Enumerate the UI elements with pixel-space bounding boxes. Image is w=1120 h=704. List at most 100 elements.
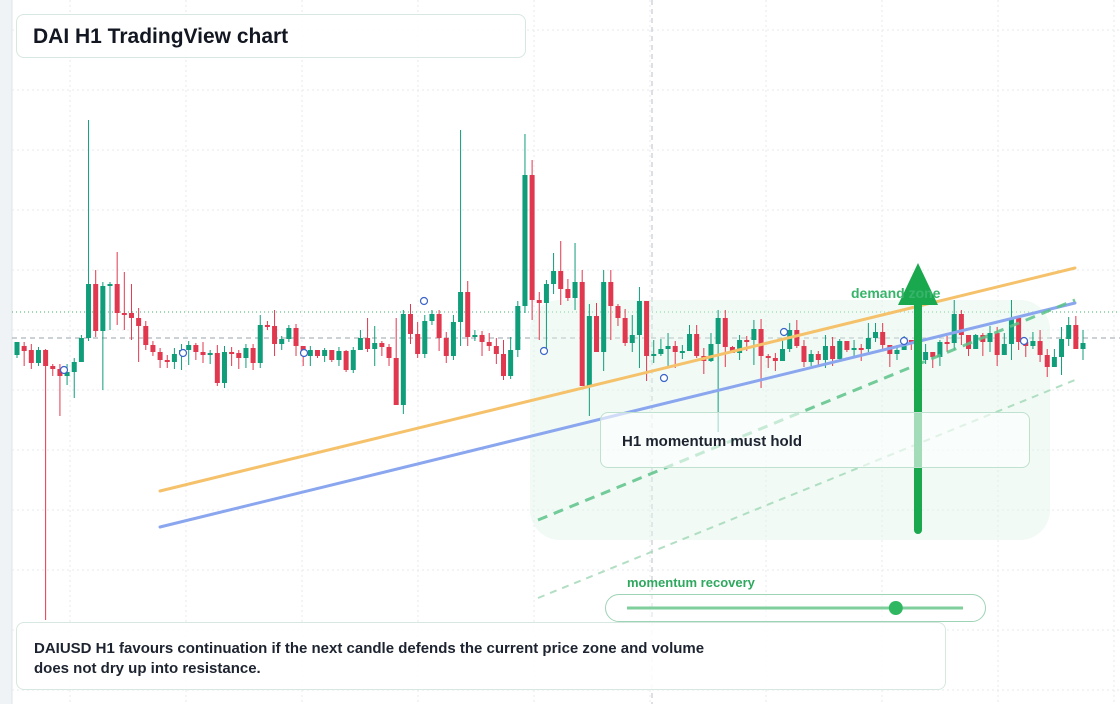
candle-body	[415, 334, 421, 354]
candle-body	[1037, 341, 1043, 355]
analysis-caption: DAIUSD H1 favours continuation if the ne…	[34, 640, 705, 677]
momentum-note: H1 momentum must hold	[622, 433, 803, 450]
candle-body	[372, 343, 378, 349]
candle-body	[1066, 325, 1072, 339]
fast-moving-average-line	[158, 266, 1077, 493]
candle-body	[687, 334, 693, 351]
candle-body	[830, 346, 836, 359]
candle-body	[257, 325, 263, 363]
candle-body	[930, 352, 936, 357]
momentum-slider-label: momentum recovery	[627, 575, 755, 590]
candle-body	[128, 313, 134, 318]
candle-body	[1073, 325, 1079, 349]
candle-body	[586, 316, 592, 386]
candle-body	[837, 341, 843, 359]
candle-body	[136, 318, 142, 326]
candle-body	[1008, 318, 1014, 344]
candle-body	[272, 326, 278, 344]
candle-body	[665, 346, 671, 349]
momentum-slider-graphic[interactable]	[606, 595, 987, 623]
candle-body	[508, 350, 514, 376]
candle-body	[787, 330, 793, 349]
candle-body	[515, 306, 521, 350]
candle-body	[78, 338, 84, 362]
candle-body	[193, 345, 199, 352]
candle-body	[164, 360, 170, 362]
candle-body	[536, 300, 542, 303]
candle-body	[343, 351, 349, 370]
candle-body	[851, 348, 857, 350]
signal-marker	[299, 348, 309, 358]
candle-body	[307, 350, 313, 356]
candle-body	[35, 350, 41, 363]
trend-channel-upper	[537, 298, 1076, 522]
candle-body	[794, 330, 800, 346]
candles	[14, 120, 1086, 620]
candle-body	[71, 362, 77, 372]
candle-body	[243, 348, 249, 358]
candle-body	[379, 343, 385, 347]
momentum-note-card: H1 momentum must hold	[600, 412, 1030, 468]
candle-body	[14, 342, 20, 355]
candle-body	[808, 354, 814, 362]
signal-marker	[1019, 336, 1029, 346]
candle-body	[57, 369, 63, 376]
analysis-caption-card: DAIUSD H1 favours continuation if the ne…	[16, 622, 946, 690]
candle-body	[944, 342, 950, 344]
candle-body	[1030, 341, 1036, 346]
signal-markers	[59, 296, 1029, 383]
candle-body	[651, 354, 657, 356]
candle-body	[64, 372, 70, 376]
chart-title: DAI H1 TradingView chart	[33, 25, 289, 48]
momentum-slider-thumb[interactable]	[888, 601, 903, 615]
candle-body	[601, 282, 607, 352]
candle-body	[737, 340, 743, 353]
candle-body	[880, 332, 886, 345]
candle-body	[50, 366, 56, 369]
candle-body	[622, 318, 628, 343]
signal-marker	[659, 373, 669, 383]
demand-zone-label: demand zone	[851, 285, 941, 301]
candle-body	[1001, 344, 1007, 355]
candle-body	[43, 350, 49, 366]
candle-body	[780, 349, 786, 361]
candle-body	[801, 346, 807, 362]
candle-body	[973, 335, 979, 349]
candle-body	[322, 350, 328, 356]
candle-body	[744, 340, 750, 342]
candle-body	[407, 314, 413, 334]
momentum-arrow-head	[898, 263, 938, 305]
candle-body	[86, 284, 92, 338]
candle-body	[207, 353, 213, 355]
signal-marker	[419, 296, 429, 306]
candle-body	[500, 354, 507, 376]
candle-body	[479, 335, 485, 342]
candle-body	[529, 175, 535, 300]
candle-body	[765, 356, 771, 358]
candle-body	[593, 316, 600, 352]
candle-body	[694, 334, 700, 356]
candle-body	[1059, 339, 1065, 357]
signal-marker	[59, 365, 69, 375]
candle-body	[858, 348, 864, 350]
candle-body	[157, 352, 163, 360]
candle-body	[708, 344, 714, 361]
candle-body	[822, 346, 828, 360]
candle-body	[458, 292, 464, 322]
candle-body	[1016, 318, 1022, 342]
signal-marker	[539, 346, 549, 356]
candle-body	[150, 345, 156, 352]
candle-body	[565, 289, 571, 298]
candle-body	[221, 352, 227, 383]
candle-body	[143, 326, 149, 345]
candle-body	[200, 352, 206, 355]
candle-body	[365, 338, 371, 349]
candle-body	[107, 284, 113, 286]
left-price-margin	[0, 0, 12, 704]
candle-body	[1044, 355, 1050, 367]
candle-body	[1080, 343, 1086, 349]
momentum-slider[interactable]	[605, 594, 986, 622]
candle-body	[114, 284, 120, 313]
